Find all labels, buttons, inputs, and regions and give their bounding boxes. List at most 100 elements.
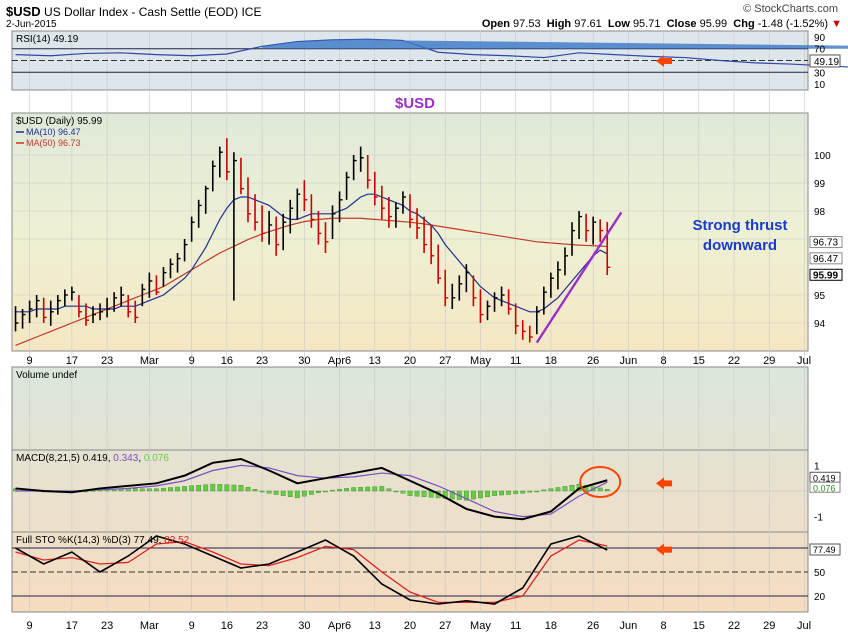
x-tick-label: 27 — [439, 620, 451, 632]
rsi-arrow-icon — [656, 54, 672, 67]
x-tick-label: 9 — [27, 355, 33, 367]
macd-hist-bar — [323, 490, 328, 493]
macd-hist-bar — [541, 489, 547, 492]
macd-hist-bar — [400, 490, 406, 494]
macd-hist-bar — [478, 490, 483, 499]
macd-highlight-circle — [579, 466, 622, 499]
macd-hist-bar — [393, 490, 399, 493]
x-tick-label: 11 — [510, 620, 521, 632]
x-tick-label: 15 — [693, 355, 705, 367]
high-value: 97.61 — [574, 18, 602, 30]
macd-hist-bar — [238, 485, 244, 492]
price-tick-label: 94 — [814, 319, 826, 330]
macd-hist-bar — [463, 490, 469, 501]
x-tick-label: 9 — [189, 620, 195, 632]
price-current-label: 96.73 — [813, 238, 838, 249]
macd-hist-bar — [597, 487, 603, 492]
ma10-legend: MA(10) 96.47 — [26, 127, 81, 137]
macd-hist-bar — [527, 490, 533, 493]
x-tick-label: 23 — [101, 355, 113, 367]
chart-header: $USD US Dollar Index - Cash Settle (EOD)… — [0, 0, 848, 30]
macd-hist-bar — [273, 490, 279, 495]
macd-hist-bar — [203, 484, 209, 492]
rsi-legend: RSI(14) 49.19 — [16, 34, 79, 45]
price-legend: $USD (Daily) 95.99 — [16, 116, 103, 127]
x-tick-label: 11 — [510, 355, 521, 367]
macd-hist-bar — [604, 489, 610, 492]
macd-hist-bar — [168, 487, 173, 492]
x-tick-label: May — [470, 620, 491, 632]
low-value: 95.71 — [632, 18, 661, 30]
x-tick-label: 15 — [693, 620, 705, 632]
close-value: 95.99 — [699, 18, 728, 30]
macd-hist-bar — [217, 484, 223, 492]
macd-hist-bar — [513, 490, 519, 495]
macd-legend: MACD(8,21,5) 0.419, 0.343, 0.076 — [16, 453, 169, 464]
sto-tick-label: 20 — [814, 592, 826, 603]
x-tick-label: 23 — [256, 620, 268, 632]
price-current-label: 96.47 — [813, 254, 838, 265]
x-tick-label: 8 — [661, 355, 667, 367]
x-tick-label: 16 — [221, 620, 233, 632]
rsi-tick-label: 90 — [814, 33, 826, 44]
open-label: Open — [481, 18, 510, 30]
macd-hist-bar — [337, 489, 342, 492]
x-tick-label: 9 — [27, 620, 33, 632]
rsi-current-label: 49.19 — [814, 57, 839, 68]
macd-hist-bar — [146, 488, 152, 492]
macd-hist-bar — [294, 490, 300, 499]
macd-hist-bar — [548, 488, 554, 492]
x-tick-label: Mar — [140, 620, 159, 632]
macd-hist-bar — [358, 487, 364, 492]
annotation-text: downward — [703, 237, 777, 254]
macd-hist-bar — [259, 490, 265, 493]
rsi-tick-label: 30 — [814, 68, 826, 79]
macd-hist-bar — [266, 490, 272, 494]
rsi-tick-label: 10 — [814, 80, 826, 91]
macd-hist-bar — [562, 486, 568, 492]
chg-label: Chg — [733, 18, 755, 30]
macd-arrow-icon — [656, 477, 672, 490]
x-tick-label: May — [470, 355, 491, 367]
macd-hist-bar — [308, 490, 314, 495]
macd-hist-bar — [421, 490, 427, 497]
x-tick-label: 20 — [404, 620, 416, 632]
chart-title: $USD US Dollar Index - Cash Settle (EOD)… — [6, 4, 261, 19]
ma50-legend: MA(50) 96.73 — [26, 138, 81, 148]
macd-hist-bar — [210, 483, 216, 492]
sto-current-box — [809, 543, 841, 556]
macd-hist-label: 0.076 — [813, 483, 836, 493]
macd-hist-bar — [175, 486, 180, 492]
macd-hist-bar — [506, 490, 512, 495]
macd-hist-bar — [189, 485, 195, 492]
x-tick-label: 17 — [66, 620, 78, 632]
sto-legend: Full STO %K(14,3) %D(3) 77.49, 82.52 — [16, 535, 190, 546]
chart-date: 2-Jun-2015 — [6, 19, 57, 30]
macd-hist-bar — [449, 490, 455, 500]
macd-hist-bar — [231, 484, 237, 492]
macd-hist-box — [809, 481, 841, 493]
x-tick-label: Jun — [619, 620, 637, 632]
x-tick-label: 23 — [256, 355, 268, 367]
x-tick-label: Jul — [797, 620, 811, 632]
x-tick-label: Jun — [619, 355, 637, 367]
macd-hist-bar — [485, 490, 490, 497]
x-tick-label: 23 — [101, 620, 113, 632]
macd-hist-bar — [132, 488, 138, 492]
macd-hist-bar — [344, 488, 350, 492]
macd-hist-bar — [330, 489, 335, 492]
macd-current-label: 0.419 — [813, 473, 836, 483]
x-tick-label: 13 — [369, 355, 381, 367]
chg-value: -1.48 (-1.52%) — [757, 18, 829, 30]
macd-hist-bar — [287, 490, 293, 497]
x-tick-label: Mar — [140, 355, 159, 367]
x-tick-label: 18 — [545, 355, 557, 367]
rsi-overbought-fill — [262, 39, 848, 49]
price-tick-label: 98 — [814, 207, 826, 218]
center-title: $USD — [395, 95, 435, 112]
sto-arrow-icon — [656, 543, 672, 556]
x-tick-label: Jul — [797, 355, 811, 367]
x-tick-label: 30 — [298, 620, 310, 632]
macd-hist-bar — [414, 490, 420, 497]
